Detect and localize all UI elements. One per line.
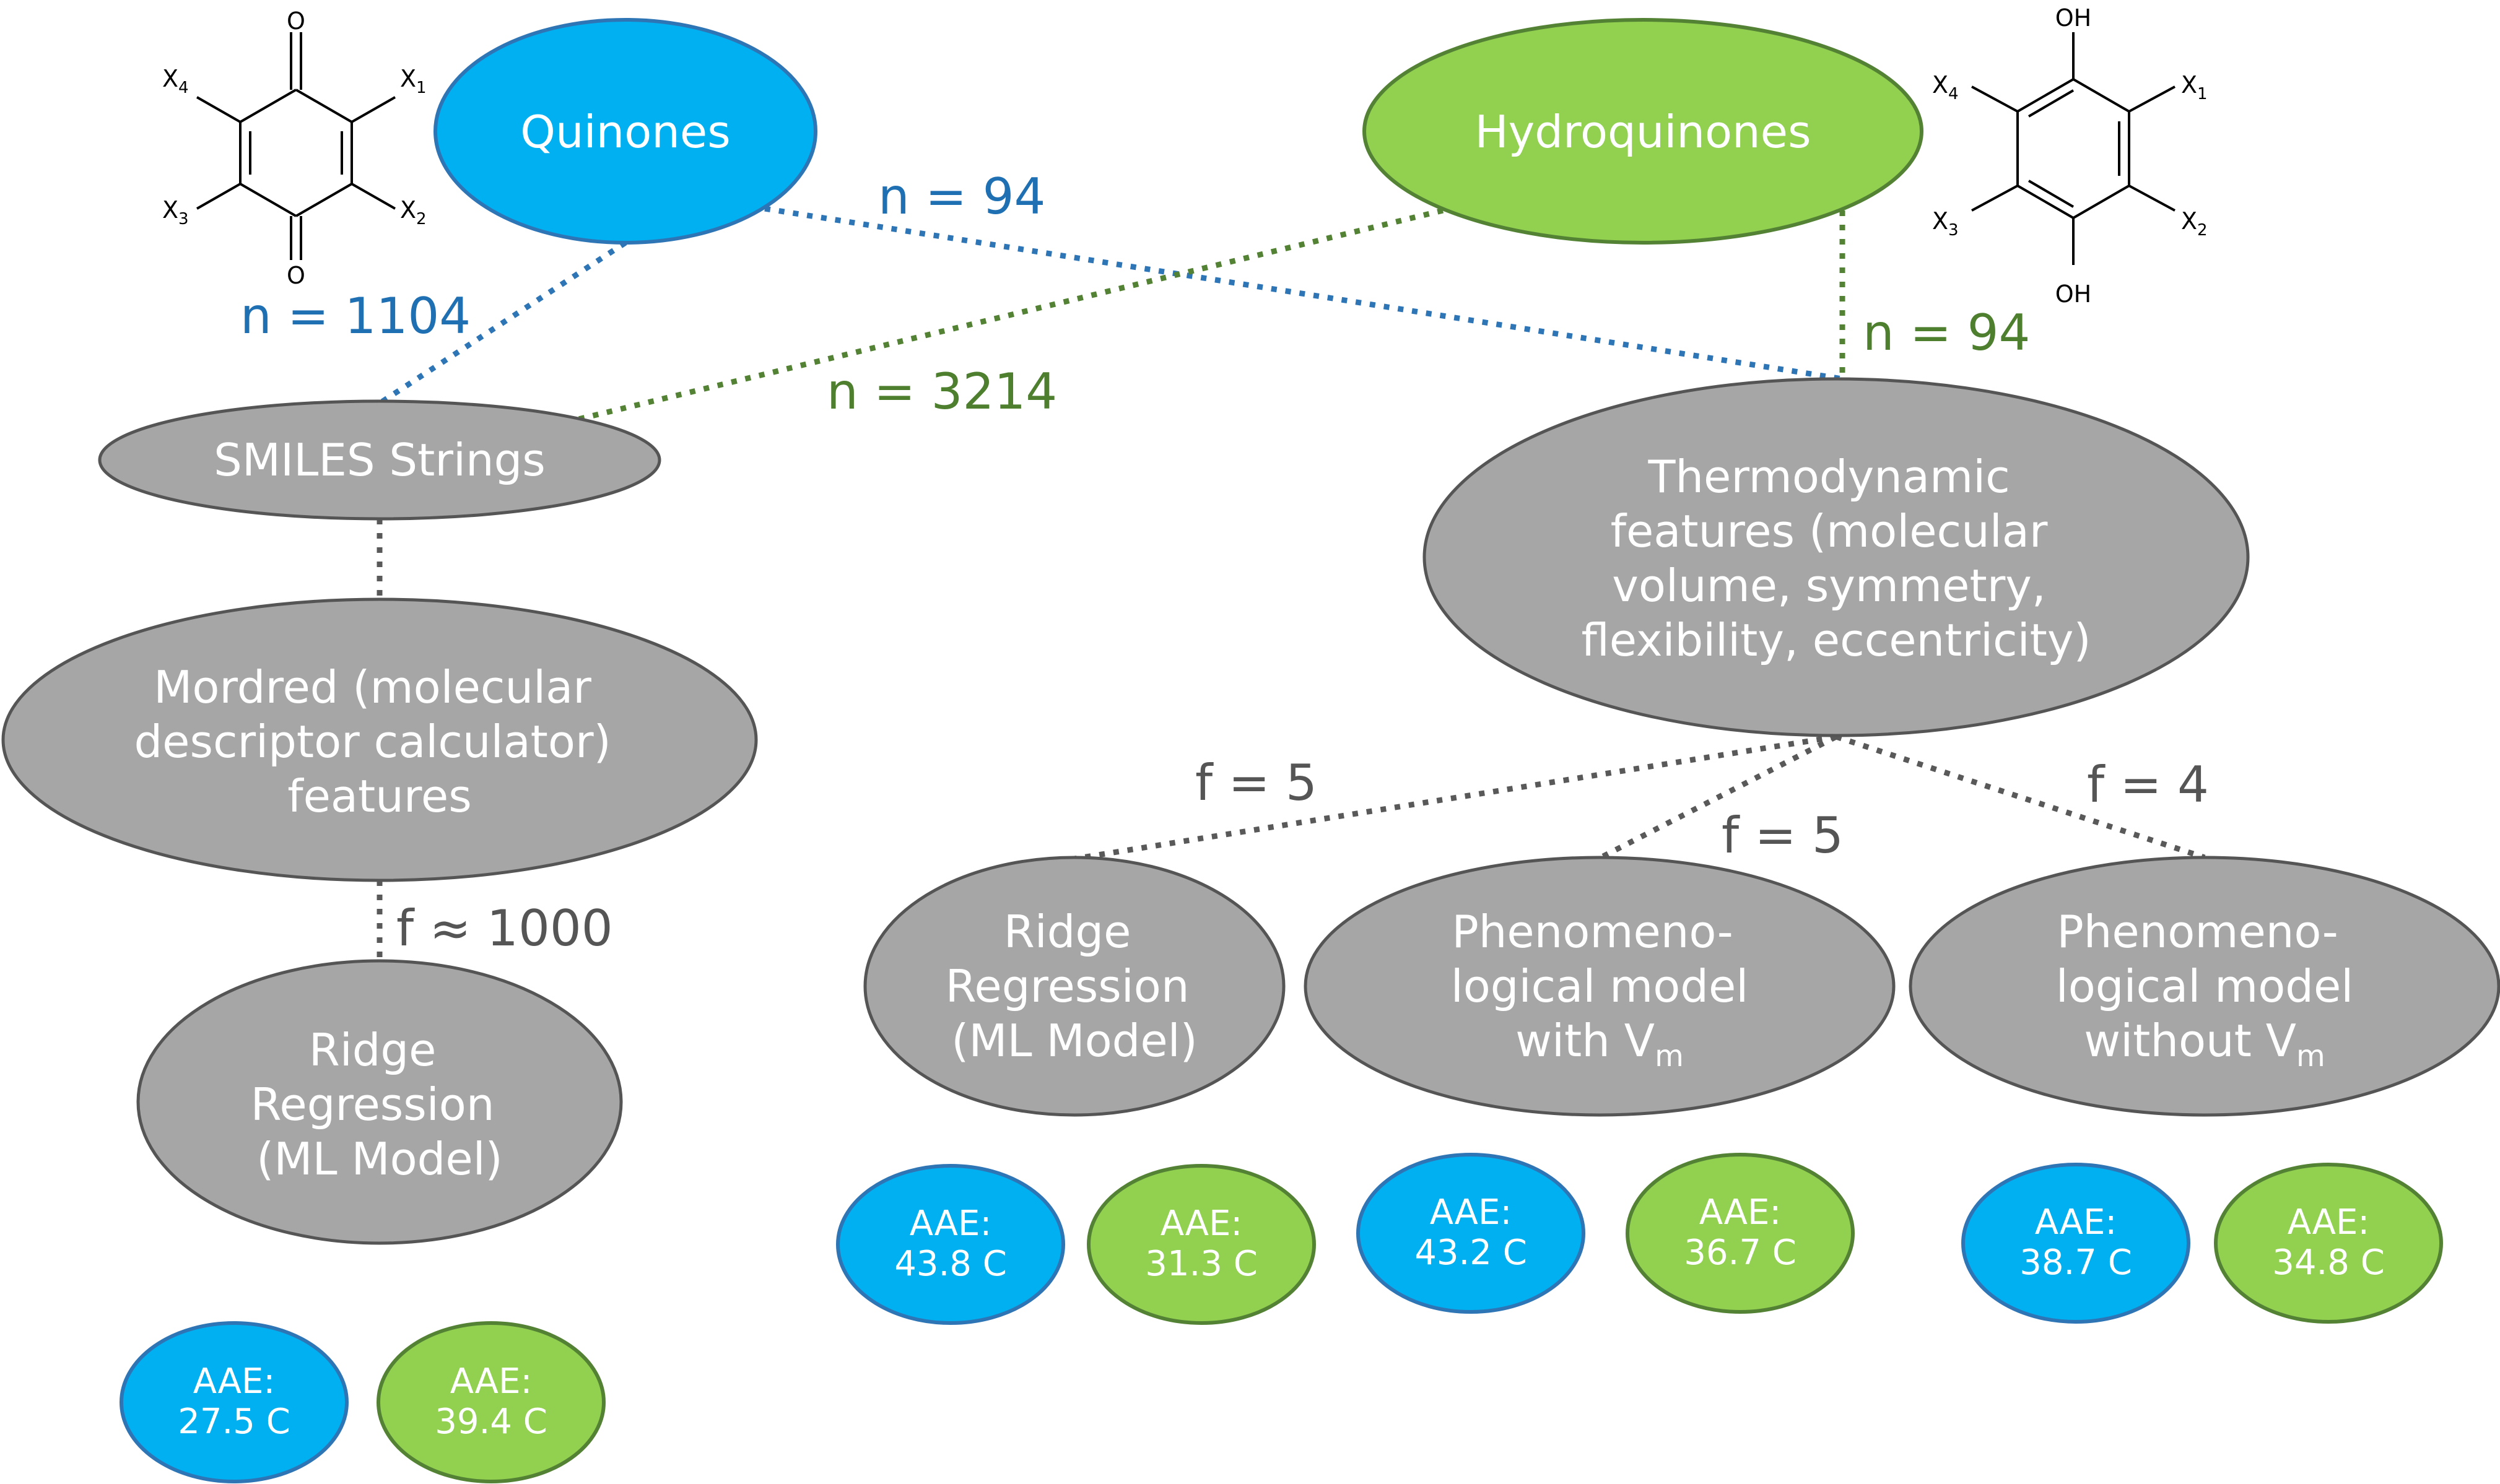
node-pheno-without-line-3: without Vm — [2084, 1015, 2325, 1074]
edge-label-thermo-pheno-without: f = 4 — [2087, 756, 2209, 814]
node-mordred-features: Mordred (molecular descriptor calculator… — [1, 597, 758, 882]
edge-quinones-thermo — [764, 206, 1843, 382]
aae-label: AAE: — [2288, 1202, 2369, 1243]
node-thermodynamic-features: Thermodynamic features (molecular volume… — [1422, 377, 2250, 737]
edge-label-quinones-smiles: n = 1104 — [240, 287, 471, 345]
node-mordred-label: Mordred (molecular descriptor calculator… — [134, 661, 625, 822]
edge-label-thermo-ridge: f = 5 — [1195, 754, 1317, 812]
node-quinones-label: Quinones — [520, 106, 730, 158]
node-mordred-line-3: features — [287, 770, 471, 822]
aae-label: AAE: — [1161, 1204, 1242, 1244]
aae-value: 34.8 C — [2272, 1243, 2385, 1283]
quinone-oxygen-top: O — [287, 7, 305, 35]
node-pheno-with-line-1: Phenomeno- — [1452, 906, 1733, 958]
quinone-x1: X1 — [400, 65, 427, 97]
aae-label: AAE: — [2035, 1202, 2117, 1243]
aae-value: 31.3 C — [1145, 1244, 1258, 1284]
edge-quinones-smiles — [379, 240, 627, 405]
node-thermo-line-1: Thermodynamic — [1647, 451, 2010, 503]
aae-label: AAE: — [193, 1361, 275, 1402]
node-quinones: Quinones — [433, 18, 817, 245]
node-pheno-with-label: Phenomeno- logical model — [1451, 906, 1749, 1012]
hydroquinone-x3: X3 — [1932, 207, 1959, 240]
aae-value: 27.5 C — [178, 1402, 290, 1442]
node-phenomenological-with-vm: Phenomeno- logical model with Vm — [1304, 856, 1896, 1117]
result-pheno-without-quinone: AAE: 38.7 C — [1961, 1163, 2190, 1324]
aae-value: 43.2 C — [1414, 1233, 1527, 1273]
node-pheno-without-line-2: logical model — [2056, 960, 2354, 1012]
node-ridge-regression-left: Ridge Regression (ML Model) — [136, 959, 623, 1245]
aae-value: 43.8 C — [894, 1244, 1007, 1284]
node-thermo-label: Thermodynamic features (molecular volume… — [1581, 451, 2091, 666]
node-ridge-right-line-2: Regression — [946, 960, 1190, 1012]
result-ridge-right-hydroquinone: AAE: 31.3 C — [1087, 1164, 1316, 1325]
quinone-oxygen-bottom: O — [287, 262, 305, 289]
node-ridge-regression-right: Ridge Regression (ML Model) — [863, 856, 1286, 1117]
result-ridge-left-quinone: AAE: 27.5 C — [120, 1321, 349, 1483]
node-ridge-right-line-1: Ridge — [1004, 906, 1131, 958]
node-hydroquinones-label: Hydroquinones — [1475, 106, 1811, 158]
aae-label: AAE: — [1430, 1192, 1512, 1233]
aae-label: AAE: — [1699, 1192, 1781, 1233]
node-pheno-without-label: Phenomeno- logical model — [2056, 906, 2354, 1012]
result-pheno-with-quinone: AAE: 43.2 C — [1356, 1153, 1585, 1314]
hydroquinone-oh-top: OH — [2055, 4, 2091, 32]
node-ridge-right-label: Ridge Regression (ML Model) — [946, 906, 1204, 1067]
node-mordred-line-2: descriptor calculator) — [134, 716, 611, 768]
hydroquinone-x4: X4 — [1932, 71, 1959, 103]
edge-label-quinones-thermo: n = 94 — [878, 168, 1045, 225]
quinone-x3: X3 — [162, 196, 189, 228]
node-pheno-without-line-1: Phenomeno- — [2057, 906, 2338, 958]
edge-label-thermo-pheno-with: f = 5 — [1722, 807, 1844, 864]
result-pheno-without-hydroquinone: AAE: 34.8 C — [2214, 1163, 2443, 1324]
node-hydroquinones: Hydroquinones — [1362, 18, 1923, 245]
node-smiles-strings: SMILES Strings — [98, 399, 661, 521]
quinone-x2: X2 — [400, 196, 427, 228]
node-pheno-with-line-2: logical model — [1451, 960, 1749, 1012]
result-ridge-right-quinone: AAE: 43.8 C — [836, 1164, 1065, 1325]
edge-label-hydroquinones-thermo: n = 94 — [1863, 304, 2030, 362]
result-ridge-left-hydroquinone: AAE: 39.4 C — [377, 1321, 606, 1483]
node-thermo-line-3: volume, symmetry, — [1612, 560, 2046, 612]
node-ridge-right-line-3: (ML Model) — [951, 1015, 1197, 1067]
edge-thermo-ridge — [1074, 734, 1837, 862]
result-badges: AAE: 27.5 C AAE: 39.4 C AAE: 43.8 C AAE:… — [120, 1153, 2443, 1483]
node-mordred-line-1: Mordred (molecular — [154, 661, 591, 713]
edge-labels: n = 1104 n = 94 n = 3214 n = 94 f ≈ 1000… — [240, 168, 2209, 957]
edge-hydroquinones-smiles — [575, 207, 1444, 423]
quinone-structure: O O X1 X2 X3 X4 — [162, 7, 427, 289]
node-smiles-label: SMILES Strings — [214, 434, 546, 486]
node-ridge-left-line-2: Regression — [251, 1078, 495, 1130]
aae-value: 39.4 C — [435, 1402, 547, 1442]
aae-value: 38.7 C — [2019, 1243, 2132, 1283]
node-ridge-left-line-1: Ridge — [309, 1024, 437, 1076]
hydroquinone-oh-bottom: OH — [2055, 280, 2091, 308]
aae-label: AAE: — [910, 1204, 991, 1244]
hydroquinone-x1: X1 — [2181, 71, 2208, 103]
node-ridge-left-label: Ridge Regression (ML Model) — [251, 1024, 509, 1185]
quinone-x4: X4 — [162, 65, 189, 97]
node-pheno-with-line-3: with Vm — [1515, 1015, 1684, 1074]
aae-value: 36.7 C — [1684, 1233, 1797, 1273]
edge-label-hydroquinones-smiles: n = 3214 — [827, 363, 1057, 420]
hydroquinone-x2: X2 — [2181, 207, 2208, 240]
node-ridge-left-line-3: (ML Model) — [256, 1133, 502, 1185]
hydroquinone-structure: OH OH X1 X2 X3 X4 — [1932, 4, 2208, 308]
edge-thermo-pheno-with — [1599, 734, 1838, 861]
aae-label: AAE: — [450, 1361, 532, 1402]
result-pheno-with-hydroquinone: AAE: 36.7 C — [1626, 1153, 1855, 1314]
node-thermo-line-2: features (molecular — [1611, 505, 2048, 557]
node-phenomenological-without-vm: Phenomeno- logical model without Vm — [1909, 856, 2500, 1117]
edge-label-mordred-ridge: f ≈ 1000 — [396, 900, 613, 957]
connectors — [377, 206, 2206, 961]
node-thermo-line-4: flexibility, eccentricity) — [1581, 614, 2091, 666]
